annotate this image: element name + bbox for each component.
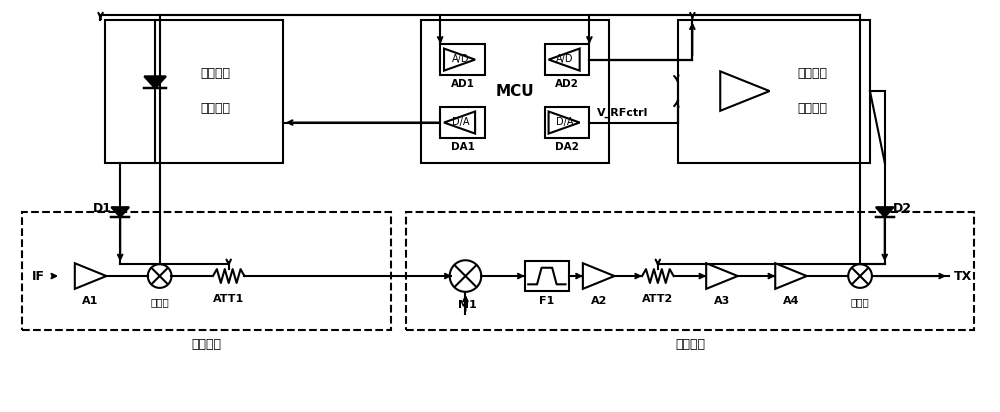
Bar	[678, 19, 870, 163]
Text: TX: TX	[954, 269, 972, 283]
Bar	[105, 19, 283, 163]
Text: ATT2: ATT2	[642, 294, 673, 304]
Bar	[22, 212, 391, 330]
Text: 中频单元: 中频单元	[192, 338, 222, 351]
Text: D/A: D/A	[556, 117, 574, 126]
Text: M1: M1	[458, 300, 477, 310]
Text: IF: IF	[31, 269, 44, 283]
Polygon shape	[111, 207, 129, 217]
Text: A1: A1	[82, 296, 99, 306]
Bar	[545, 44, 589, 75]
Text: A/D: A/D	[452, 54, 469, 63]
Polygon shape	[144, 76, 166, 88]
Text: A2: A2	[590, 296, 607, 306]
Polygon shape	[876, 207, 894, 217]
Text: V_RFctrl: V_RFctrl	[597, 108, 649, 117]
Bar	[421, 19, 609, 163]
Text: 射频功率: 射频功率	[797, 68, 827, 80]
Text: 耦合器: 耦合器	[851, 297, 869, 307]
Text: D1: D1	[93, 202, 112, 215]
Text: F1: F1	[539, 296, 554, 306]
Text: DA1: DA1	[451, 142, 474, 152]
Text: A3: A3	[714, 296, 730, 306]
Text: A/D: A/D	[556, 54, 574, 63]
Text: AD1: AD1	[451, 80, 474, 89]
Bar	[525, 261, 569, 291]
Text: MCU: MCU	[495, 84, 534, 98]
Bar	[440, 107, 485, 138]
Text: 射频单元: 射频单元	[675, 338, 705, 351]
Text: 控制电路: 控制电路	[200, 102, 230, 115]
Bar	[406, 212, 974, 330]
Text: A4: A4	[783, 296, 799, 306]
Text: 中频功率: 中频功率	[200, 68, 230, 80]
Text: D/A: D/A	[452, 117, 469, 126]
Text: DA2: DA2	[555, 142, 579, 152]
Bar	[545, 107, 589, 138]
Text: 耦合器: 耦合器	[150, 297, 169, 307]
Bar	[440, 44, 485, 75]
Text: 控制电路: 控制电路	[797, 102, 827, 115]
Text: ATT1: ATT1	[213, 294, 244, 304]
Text: AD2: AD2	[555, 80, 579, 89]
Text: D2: D2	[893, 202, 912, 215]
